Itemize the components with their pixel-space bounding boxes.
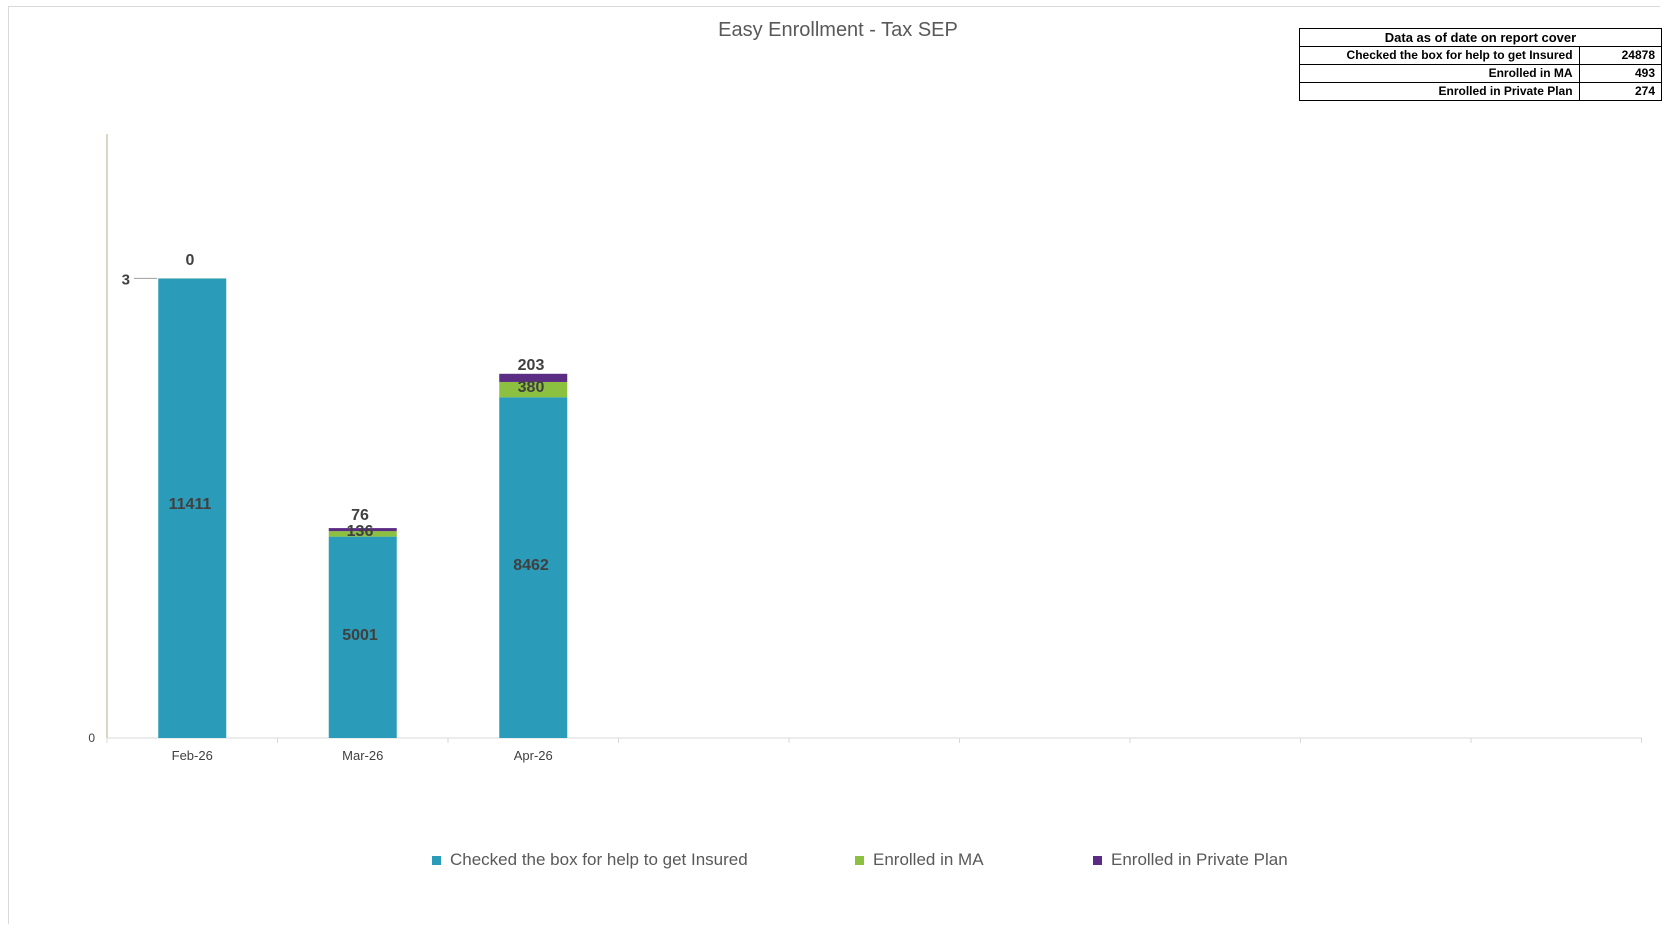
data-label: 76 bbox=[351, 507, 369, 524]
summary-header-row: Data as of date on report cover bbox=[1299, 28, 1662, 47]
data-label: 5001 bbox=[342, 627, 378, 644]
summary-row-label: Enrolled in Private Plan bbox=[1299, 82, 1580, 101]
x-tick-label: Feb-26 bbox=[172, 748, 213, 763]
bar-segment bbox=[499, 397, 568, 738]
summary-row: Enrolled in MA 493 bbox=[1299, 64, 1662, 83]
data-label: 11411 bbox=[169, 496, 212, 513]
x-tick-label: Apr-26 bbox=[514, 748, 553, 763]
data-label: 0 bbox=[186, 252, 195, 269]
bar-segment bbox=[328, 536, 397, 738]
data-label: 3 bbox=[122, 271, 130, 288]
summary-table: Data as of date on report cover Checked … bbox=[1299, 28, 1662, 101]
summary-row-value: 274 bbox=[1578, 82, 1662, 101]
data-label: 136 bbox=[347, 523, 374, 540]
summary-row: Checked the box for help to get Insured … bbox=[1299, 46, 1662, 65]
summary-row-value: 493 bbox=[1578, 64, 1662, 83]
data-label: 203 bbox=[518, 357, 545, 374]
legend-item-private: Enrolled in Private Plan bbox=[1093, 850, 1288, 870]
chart-frame bbox=[8, 6, 1660, 924]
summary-row: Enrolled in Private Plan 274 bbox=[1299, 82, 1662, 101]
summary-header: Data as of date on report cover bbox=[1299, 28, 1662, 47]
bar-segment bbox=[328, 528, 397, 532]
bar-segment bbox=[328, 531, 397, 537]
summary-row-label: Checked the box for help to get Insured bbox=[1299, 46, 1580, 65]
legend-item-checked: Checked the box for help to get Insured bbox=[432, 850, 748, 870]
chart-title: Easy Enrollment - Tax SEP bbox=[718, 19, 958, 41]
summary-row-value: 24878 bbox=[1578, 46, 1662, 65]
legend-swatch-ma bbox=[855, 855, 864, 865]
data-label: 380 bbox=[518, 379, 545, 396]
y-tick-label: 0 bbox=[88, 731, 95, 745]
bar-segment bbox=[499, 373, 568, 382]
legend-label-ma: Enrolled in MA bbox=[873, 850, 984, 869]
legend-item-ma: Enrolled in MA bbox=[855, 850, 984, 870]
data-label: 8462 bbox=[513, 557, 549, 574]
legend-label-checked: Checked the box for help to get Insured bbox=[450, 850, 748, 869]
legend-label-private: Enrolled in Private Plan bbox=[1111, 850, 1288, 869]
bar-segment bbox=[499, 381, 568, 398]
summary-row-label: Enrolled in MA bbox=[1299, 64, 1580, 83]
legend-swatch-private bbox=[1093, 855, 1102, 865]
legend-swatch-checked bbox=[432, 855, 441, 865]
x-tick-label: Mar-26 bbox=[342, 748, 383, 763]
bar-segment bbox=[158, 278, 227, 738]
